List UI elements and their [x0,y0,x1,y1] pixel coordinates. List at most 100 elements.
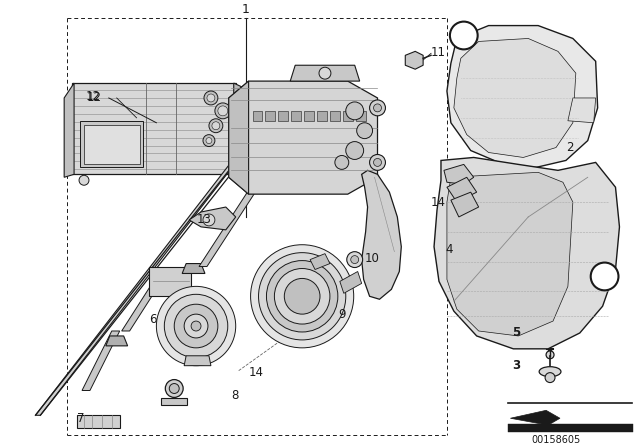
Text: 5: 5 [513,327,520,340]
Circle shape [215,103,231,119]
Text: 10: 10 [365,252,380,265]
Circle shape [545,373,555,383]
Circle shape [546,351,554,359]
Polygon shape [291,111,301,121]
Polygon shape [310,254,330,270]
Polygon shape [234,83,251,174]
Circle shape [351,256,358,263]
Text: 13: 13 [197,213,212,226]
Text: 14: 14 [248,366,264,379]
Circle shape [203,135,215,146]
Polygon shape [253,111,262,121]
Text: 6: 6 [150,313,157,326]
Polygon shape [434,157,620,349]
Text: 3: 3 [460,29,468,42]
Polygon shape [548,315,552,319]
Polygon shape [150,267,191,296]
Polygon shape [199,187,259,267]
Circle shape [156,286,236,366]
Polygon shape [84,125,140,164]
Circle shape [184,314,208,338]
Circle shape [203,214,215,226]
Polygon shape [82,331,120,391]
Polygon shape [278,111,288,121]
Text: 12: 12 [87,91,102,104]
Polygon shape [454,39,576,157]
Text: 2: 2 [566,141,573,154]
Polygon shape [161,398,187,405]
Circle shape [374,104,381,112]
Circle shape [218,106,228,116]
Circle shape [450,22,477,49]
Text: 1: 1 [242,3,250,16]
Polygon shape [447,172,573,336]
Polygon shape [508,424,634,432]
Circle shape [204,91,218,105]
Circle shape [206,138,212,143]
Circle shape [284,279,320,314]
Polygon shape [356,111,365,121]
Text: 8: 8 [231,389,238,402]
Circle shape [79,175,89,185]
Polygon shape [444,164,474,184]
Circle shape [319,67,331,79]
Polygon shape [228,81,248,194]
Ellipse shape [539,367,561,377]
Text: 5: 5 [600,270,609,283]
Circle shape [346,102,364,120]
Polygon shape [447,177,477,202]
Polygon shape [317,111,327,121]
Polygon shape [568,98,596,123]
Circle shape [207,94,215,102]
Polygon shape [510,410,560,425]
Polygon shape [189,207,236,230]
Polygon shape [405,52,423,69]
Polygon shape [80,121,143,168]
Circle shape [369,100,385,116]
Circle shape [347,252,363,267]
Polygon shape [64,83,74,177]
Text: 7: 7 [77,412,84,425]
Circle shape [165,379,183,397]
Text: 12: 12 [86,90,101,103]
Polygon shape [451,192,479,217]
Polygon shape [548,347,552,351]
Circle shape [275,268,330,324]
Polygon shape [35,118,271,415]
Polygon shape [304,111,314,121]
Circle shape [259,253,346,340]
Circle shape [212,122,220,129]
Polygon shape [228,81,378,194]
Circle shape [591,263,618,290]
Text: 9: 9 [338,308,346,321]
Circle shape [209,119,223,133]
Circle shape [266,261,338,332]
Polygon shape [291,65,360,81]
Circle shape [174,304,218,348]
Polygon shape [72,83,236,174]
Polygon shape [122,281,161,331]
Polygon shape [77,415,120,428]
Circle shape [369,155,385,170]
Circle shape [374,159,381,166]
Circle shape [164,294,228,358]
Circle shape [251,245,354,348]
Circle shape [346,142,364,159]
Polygon shape [266,111,275,121]
Text: 4: 4 [445,243,452,256]
Polygon shape [182,263,205,273]
Circle shape [335,155,349,169]
Polygon shape [184,356,211,366]
Polygon shape [106,336,127,346]
Text: 14: 14 [431,196,446,209]
Circle shape [191,321,201,331]
Polygon shape [447,26,598,168]
Polygon shape [343,111,353,121]
Polygon shape [362,170,401,299]
Polygon shape [340,271,362,293]
Text: 11: 11 [431,46,446,59]
Text: 00158605: 00158605 [531,435,580,445]
Circle shape [169,383,179,393]
Polygon shape [330,111,340,121]
Text: 3: 3 [513,359,520,372]
